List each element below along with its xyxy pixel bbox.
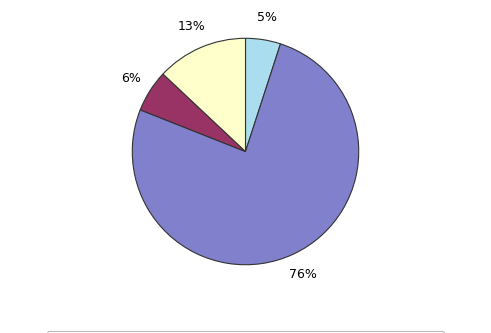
Text: 13%: 13% <box>178 20 205 33</box>
Text: 6%: 6% <box>121 72 141 85</box>
Text: 76%: 76% <box>289 268 317 281</box>
Wedge shape <box>163 38 246 152</box>
Wedge shape <box>246 38 280 152</box>
Wedge shape <box>132 44 359 265</box>
Wedge shape <box>140 74 246 152</box>
Text: 5%: 5% <box>257 11 277 24</box>
Legend: Wages & Salaries, Employee Benefits, Operating Expenses, Safety Net: Wages & Salaries, Employee Benefits, Ope… <box>47 331 444 333</box>
